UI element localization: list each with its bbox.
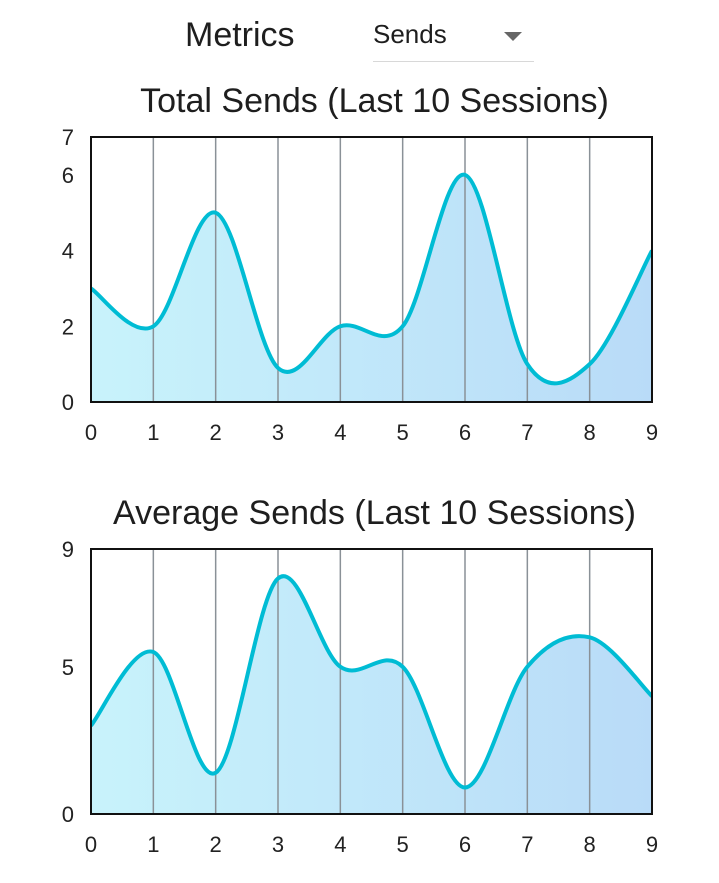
chart-title: Average Sends (Last 10 Sessions) bbox=[113, 494, 636, 532]
x-tick-label: 2 bbox=[210, 832, 222, 857]
plot-frame bbox=[90, 548, 653, 815]
x-tick-label: 0 bbox=[85, 832, 97, 857]
y-tick-label: 6 bbox=[62, 163, 74, 188]
triangle-down-icon bbox=[504, 32, 522, 41]
metrics-label: Metrics bbox=[185, 16, 295, 54]
x-tick-label: 5 bbox=[397, 832, 409, 857]
x-tick-label: 8 bbox=[584, 420, 596, 445]
total-sends-chart-svg: Total Sends (Last 10 Sessions) 0 2 4 6 7 0 1 2 3 4… bbox=[62, 82, 658, 445]
y-tick-label: 2 bbox=[62, 314, 74, 339]
x-tick-label: 9 bbox=[646, 420, 658, 445]
y-tick-label: 7 bbox=[62, 125, 74, 150]
x-tick-label: 5 bbox=[397, 420, 409, 445]
x-tick-label: 9 bbox=[646, 832, 658, 857]
average-sends-chart-svg: Average Sends (Last 10 Sessions) 0 5 9 0 1 2 3 4… bbox=[62, 494, 658, 857]
y-tick-label: 9 bbox=[62, 537, 74, 562]
series-line bbox=[91, 172, 652, 386]
total-sends-chart: Total Sends (Last 10 Sessions) 0 2 4 6 7 0 1 2 3 4… bbox=[0, 70, 719, 460]
x-tick-label: 1 bbox=[147, 832, 159, 857]
x-tick-label: 2 bbox=[210, 420, 222, 445]
series-line bbox=[91, 574, 652, 790]
header: Metrics Sends bbox=[0, 0, 719, 70]
chart-title: Total Sends (Last 10 Sessions) bbox=[140, 82, 609, 120]
area-fill bbox=[91, 576, 652, 814]
metric-dropdown[interactable]: Sends bbox=[373, 14, 534, 62]
x-tick-label: 8 bbox=[584, 832, 596, 857]
plot-frame bbox=[90, 136, 653, 403]
x-tick-label: 3 bbox=[272, 832, 284, 857]
area-fill bbox=[91, 174, 652, 402]
x-tick-label: 6 bbox=[459, 420, 471, 445]
y-tick-label: 5 bbox=[62, 655, 74, 680]
y-tick-label: 0 bbox=[62, 390, 74, 415]
average-sends-chart: Average Sends (Last 10 Sessions) 0 5 9 0 1 2 3 4… bbox=[0, 482, 719, 877]
y-tick-label: 0 bbox=[62, 802, 74, 827]
x-tick-label: 3 bbox=[272, 420, 284, 445]
x-tick-label: 4 bbox=[334, 832, 346, 857]
x-tick-label: 7 bbox=[521, 832, 533, 857]
x-tick-label: 4 bbox=[334, 420, 346, 445]
x-tick-label: 1 bbox=[147, 420, 159, 445]
x-tick-label: 0 bbox=[85, 420, 97, 445]
dropdown-selected-value: Sends bbox=[373, 19, 447, 49]
x-tick-label: 6 bbox=[459, 832, 471, 857]
y-tick-label: 4 bbox=[62, 239, 74, 264]
x-tick-label: 7 bbox=[521, 420, 533, 445]
